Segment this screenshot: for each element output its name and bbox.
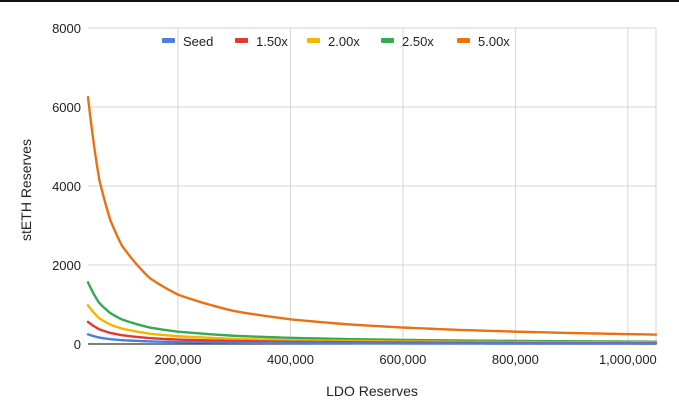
legend-label: 5.00x (478, 34, 510, 49)
top-border (0, 0, 679, 2)
legend-item: Seed (162, 34, 213, 49)
legend-swatch (381, 38, 394, 43)
x-tick-label: 600,000 (379, 352, 426, 367)
series-lines (86, 95, 658, 345)
y-axis-label: stETH Reserves (18, 139, 34, 241)
legend-label: 2.00x (328, 34, 360, 49)
legend-item: 2.00x (307, 34, 360, 49)
legend-label: 1.50x (256, 34, 288, 49)
y-tick-label: 8000 (52, 21, 81, 36)
legend-swatch (235, 38, 248, 43)
series-line-2 (86, 304, 658, 344)
legend-label: 2.50x (402, 34, 434, 49)
legend-swatch (457, 38, 470, 43)
legend-item: 1.50x (235, 34, 288, 49)
grid-lines (88, 27, 657, 344)
y-tick-label: 4000 (52, 179, 81, 194)
legend-label: Seed (183, 34, 213, 49)
legend: Seed 1.50x 2.00x 2.50x 5.00x (162, 34, 510, 49)
x-tick-label: 200,000 (154, 352, 201, 367)
y-tick-label: 2000 (52, 258, 81, 273)
x-tick-label: 800,000 (492, 352, 539, 367)
series-line-0 (86, 333, 658, 345)
legend-swatch (162, 38, 175, 43)
legend-swatch (307, 38, 320, 43)
x-tick-label: 400,000 (267, 352, 314, 367)
axes: 0 2000 4000 6000 8000 200,000 400,000 600,000 80… (52, 21, 657, 367)
x-tick-label: 1,000,000 (599, 352, 657, 367)
legend-item: 2.50x (381, 34, 434, 49)
x-axis-label: LDO Reserves (326, 383, 418, 399)
y-tick-label: 6000 (52, 100, 81, 115)
legend-item: 5.00x (457, 34, 510, 49)
series-line-4 (86, 95, 658, 336)
y-tick-label: 0 (74, 337, 81, 352)
